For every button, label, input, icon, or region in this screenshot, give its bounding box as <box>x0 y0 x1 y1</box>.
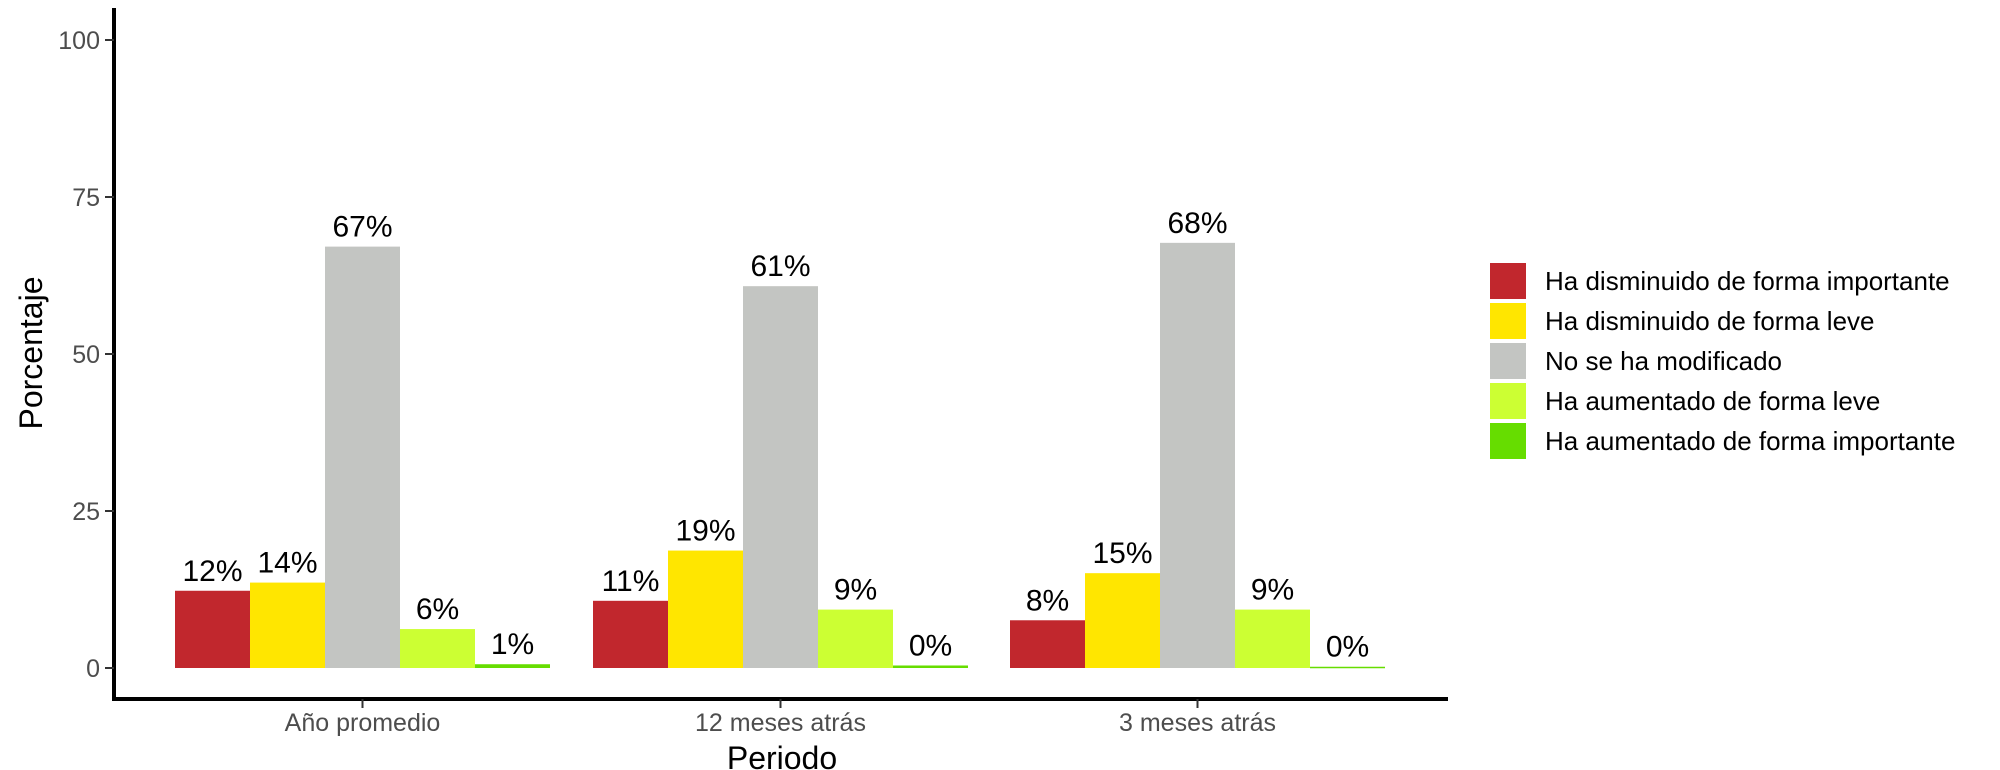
data-label: 11% <box>602 565 660 598</box>
data-label: 1% <box>491 628 534 661</box>
plot-area: 12% 14% 67% 6% 1% 11% 19% 61% 9% 0% 8% 15% 68% 9% 0% <box>175 207 1385 669</box>
data-label: 12% <box>182 555 242 588</box>
legend-swatch <box>1490 423 1526 459</box>
y-tick-label: 0 <box>86 655 100 683</box>
bar <box>250 582 325 668</box>
y-tick-label: 75 <box>72 184 100 212</box>
data-label: 67% <box>332 211 392 244</box>
bar <box>475 664 550 668</box>
data-label: 19% <box>675 515 735 548</box>
bar <box>325 246 400 668</box>
data-label: 0% <box>1326 631 1369 664</box>
y-tick-label: 50 <box>72 341 100 369</box>
legend-swatch <box>1490 383 1526 419</box>
bar <box>1160 242 1235 668</box>
data-label: 8% <box>1026 584 1069 617</box>
data-label: 68% <box>1167 207 1227 240</box>
legend: Ha disminuido de forma importante Ha dism… <box>1490 263 1955 459</box>
y-tick-label: 100 <box>58 27 100 55</box>
bar <box>743 286 818 668</box>
legend-label: Ha disminuido de forma importante <box>1545 266 1950 296</box>
bar <box>893 665 968 668</box>
legend-label: Ha disminuido de forma leve <box>1545 306 1875 336</box>
x-tick-label: Año promedio <box>285 709 441 737</box>
legend-swatch <box>1490 343 1526 379</box>
data-label: 15% <box>1092 537 1152 570</box>
data-label: 61% <box>750 250 810 283</box>
x-tick-label: 12 meses atrás <box>695 709 866 737</box>
x-tick-label: 3 meses atrás <box>1119 709 1276 737</box>
legend-label: No se ha modificado <box>1545 346 1782 376</box>
legend-swatch <box>1490 263 1526 299</box>
bar <box>400 629 475 668</box>
y-axis-title: Porcentaje <box>13 277 49 430</box>
bar <box>1085 573 1160 668</box>
bar <box>668 550 743 668</box>
bar <box>1235 609 1310 668</box>
data-label: 9% <box>1251 574 1294 607</box>
bar <box>818 609 893 668</box>
x-axis-title: Periodo <box>727 740 837 770</box>
bar <box>1010 620 1085 668</box>
legend-swatch <box>1490 303 1526 339</box>
data-label: 6% <box>416 593 459 626</box>
data-label: 0% <box>909 629 952 662</box>
legend-label: Ha aumentado de forma importante <box>1545 426 1955 456</box>
y-tick-label: 25 <box>72 498 100 526</box>
data-label: 14% <box>257 547 317 580</box>
bar <box>593 600 668 668</box>
data-label: 9% <box>834 574 877 607</box>
legend-label: Ha aumentado de forma leve <box>1545 386 1880 416</box>
bar <box>175 590 250 668</box>
axes: 0 25 50 75 100 Año promedio 12 meses atrás 3 me… <box>58 8 1448 737</box>
bar <box>1310 666 1385 669</box>
